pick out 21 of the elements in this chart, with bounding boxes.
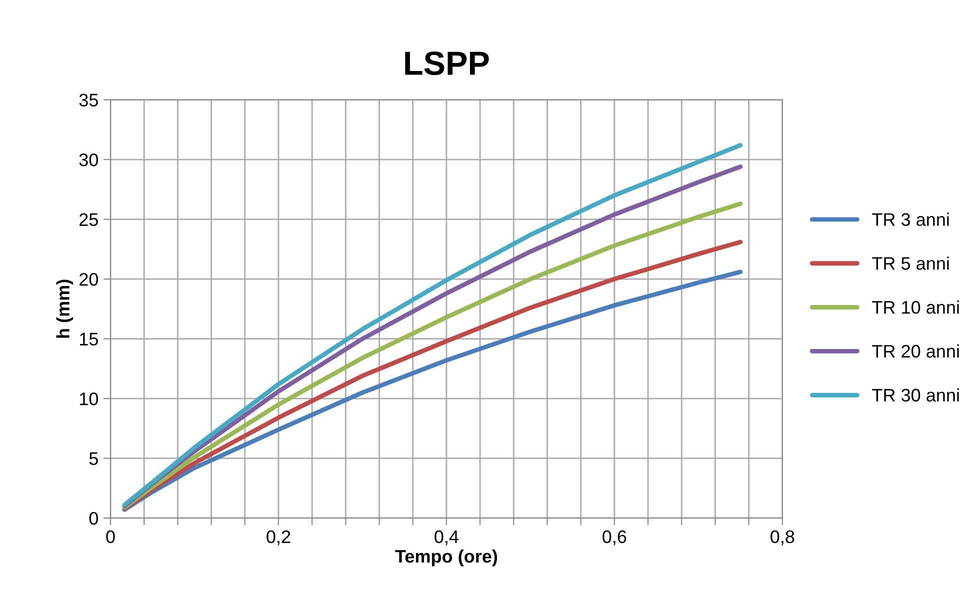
legend-label: TR 20 anni	[872, 344, 959, 358]
y-tick-label: 20	[80, 272, 98, 286]
legend-label: TR 3 anni	[872, 212, 949, 226]
y-tick-label: 5	[89, 452, 98, 466]
x-tick-label: 0,2	[266, 530, 290, 546]
legend-label: TR 30 anni	[872, 388, 959, 402]
y-axis-title: h (mm)	[56, 280, 74, 338]
x-tick-label: 0,4	[434, 530, 458, 546]
legend-label: TR 10 anni	[872, 300, 959, 314]
x-tick-label: 0	[106, 530, 115, 544]
x-tick-label: 0,6	[602, 530, 626, 546]
y-tick-label: 15	[80, 332, 98, 346]
x-axis-title: Tempo (ore)	[395, 549, 498, 566]
x-tick-label: 0,8	[770, 530, 794, 546]
legend-label: TR 5 anni	[872, 256, 949, 270]
y-tick-label: 10	[80, 392, 98, 406]
y-tick-label: 30	[79, 153, 98, 166]
y-tick-label: 35	[79, 94, 98, 106]
y-tick-label: 0	[89, 512, 98, 525]
y-tick-label: 25	[80, 213, 98, 226]
chart-title: LSPP	[405, 51, 489, 76]
